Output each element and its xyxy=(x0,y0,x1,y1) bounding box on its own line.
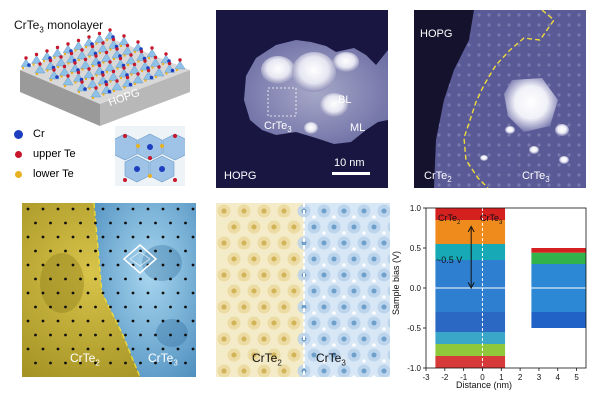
label-hopg-c: HOPG xyxy=(420,28,453,40)
label-crte3-f: CrTe3 xyxy=(480,213,503,226)
panel-f: -3 -2 -1 0 1 2 3 4 5 -1.0 -0.5 0.0 0.5 1.0 CrTe2 CrTe… xyxy=(391,198,599,400)
x-axis-label: Distance (nm) xyxy=(456,380,513,390)
label-crte2-f: CrTe2 xyxy=(438,213,461,226)
panel-b: CrTe3 BL ML HOPG 10 nm xyxy=(216,10,388,188)
legend: Cr upper Te lower Te xyxy=(14,124,76,184)
label-crte2-e: CrTe2 xyxy=(252,351,282,368)
label-ml: ML xyxy=(350,122,366,134)
heatmap-band xyxy=(435,356,483,368)
y-axis-label: Sample bias (V) xyxy=(391,250,402,316)
x-tick-label: 2 xyxy=(518,373,523,382)
heatmap-band xyxy=(531,248,586,253)
monolayer-schematic xyxy=(20,28,190,126)
stm-image-d xyxy=(22,203,196,377)
label-hopg: HOPG xyxy=(224,170,257,182)
heatmap-band xyxy=(435,208,483,220)
legend-item-upper-te: upper Te xyxy=(14,144,76,164)
cr-atom-icon xyxy=(14,129,23,139)
label-crte2-d: CrTe2 xyxy=(70,351,100,368)
zoom-box xyxy=(267,87,297,117)
boundary-line xyxy=(93,203,141,377)
scale-bar-label: 10 nm xyxy=(334,157,365,169)
heatmap-band xyxy=(435,220,483,244)
heatmap-band xyxy=(435,332,483,344)
label-crte3: CrTe3 xyxy=(264,120,292,135)
heatmap-band xyxy=(482,344,506,356)
heatmap-band xyxy=(482,208,506,220)
gap-arrowheads xyxy=(467,225,475,290)
heatmap-band xyxy=(435,344,483,356)
boundary-line xyxy=(463,10,555,188)
annotation-gap: ~0.5 V xyxy=(436,255,463,265)
x-tick-label: 4 xyxy=(556,373,561,382)
heatmap-band xyxy=(482,312,506,332)
lattice-model-e xyxy=(216,203,390,377)
x-tick-label: 0 xyxy=(480,373,485,382)
heatmap-band xyxy=(482,356,506,368)
panel-a-title: CrTe3 monolayer xyxy=(14,18,104,35)
y-tick-label: 0.0 xyxy=(410,284,422,293)
label-crte2-c: CrTe2 xyxy=(424,170,452,185)
panel-c: HOPG CrTe2 CrTe3 xyxy=(414,10,586,188)
heatmap-band xyxy=(482,244,506,260)
panel-e: CrTe2 CrTe3 xyxy=(216,203,390,377)
label-crte3-e: CrTe3 xyxy=(316,351,346,368)
x-tick-label: -2 xyxy=(441,373,449,382)
heatmap-band xyxy=(482,220,506,244)
stm-image-b xyxy=(216,10,388,188)
legend-item-lower-te: lower Te xyxy=(14,164,76,184)
panel-a: CrTe3 monolayer HOPG Cr upper Te lower T… xyxy=(0,0,200,200)
heatmap-band xyxy=(531,252,586,264)
x-tick-label: 3 xyxy=(537,373,542,382)
x-tick-label: -1 xyxy=(460,373,468,382)
y-tick-label: -0.5 xyxy=(407,324,421,333)
heatmap-band xyxy=(435,260,483,312)
x-tick-label: -3 xyxy=(422,373,430,382)
unit-cell-diagram xyxy=(115,126,185,186)
label-bl: BL xyxy=(338,94,352,106)
upper-te-atom-icon xyxy=(15,150,22,158)
legend-item-cr: Cr xyxy=(14,124,76,144)
heatmap-band xyxy=(531,312,586,328)
heatmap-band xyxy=(482,260,506,312)
label-crte3-d: CrTe3 xyxy=(148,351,178,368)
spectroscopy-chart: -3 -2 -1 0 1 2 3 4 5 -1.0 -0.5 0.0 0.5 1.0 xyxy=(407,204,587,382)
label-crte3-c: CrTe3 xyxy=(522,170,550,185)
heatmap-band xyxy=(482,332,506,344)
lower-te-atom-icon xyxy=(15,170,22,178)
stm-image-c xyxy=(414,10,586,188)
scale-bar xyxy=(332,172,370,175)
y-tick-label: 0.5 xyxy=(410,244,422,253)
panel-d: CrTe2 CrTe3 xyxy=(22,203,196,377)
y-tick-label: 1.0 xyxy=(410,204,422,213)
x-tick-label: 1 xyxy=(499,373,504,382)
unit-cell-outline xyxy=(122,244,158,274)
x-tick-label: 5 xyxy=(574,373,579,382)
y-tick-label: -1.0 xyxy=(407,364,421,373)
heatmap-band xyxy=(435,312,483,332)
